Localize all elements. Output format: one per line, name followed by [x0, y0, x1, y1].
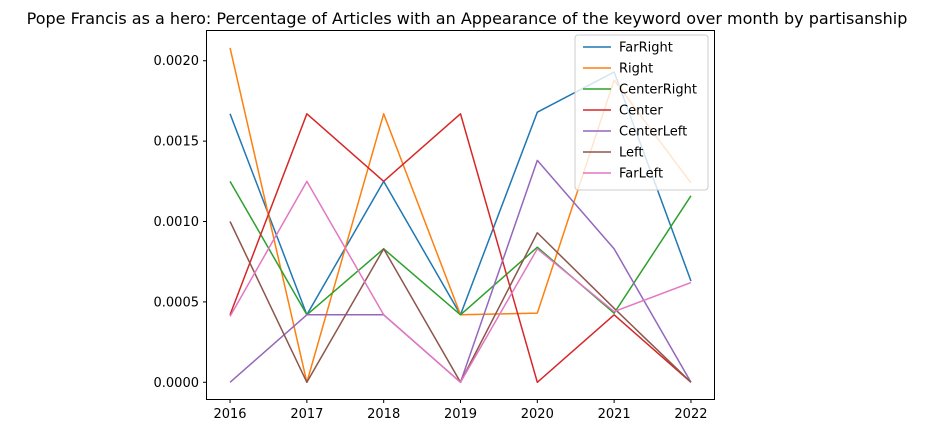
- series-line-farleft: [229, 180, 692, 384]
- legend: FarRight Right CenterRight Center CenterLeft…: [574, 34, 709, 191]
- x-tick-label: 2020: [521, 407, 554, 422]
- x-tick-label: 2021: [598, 407, 631, 422]
- x-tick-label: 2019: [444, 407, 477, 422]
- legend-label-left: Left: [619, 146, 643, 161]
- x-tick-label: 2022: [674, 407, 707, 422]
- y-tick-label: 0.0010: [154, 215, 200, 230]
- legend-label-centerleft: CenterLeft: [619, 125, 687, 140]
- series-line-center: [229, 113, 692, 384]
- plot-lines: [229, 47, 692, 384]
- x-tick-label: 2017: [290, 407, 323, 422]
- legend-label-center: Center: [619, 104, 663, 119]
- legend-label-centerright: CenterRight: [619, 83, 697, 98]
- x-tick-label: 2018: [367, 407, 400, 422]
- y-tick-label: 0.0015: [154, 135, 200, 150]
- x-tick-label: 2016: [213, 407, 246, 422]
- chart-title: Pope Francis as a hero: Percentage of Ar…: [27, 9, 908, 28]
- legend-label-farleft: FarLeft: [619, 167, 663, 182]
- x-axis: 2016 2017 2018 2019 2020 2021 2022: [213, 399, 708, 422]
- y-tick-label: 0.0000: [154, 376, 200, 391]
- y-tick-label: 0.0005: [154, 295, 200, 310]
- y-axis: 0.0000 0.0005 0.0010 0.0015 0.0020: [154, 54, 207, 391]
- legend-label-farright: FarRight: [619, 41, 673, 56]
- y-tick-label: 0.0020: [154, 54, 200, 69]
- legend-label-right: Right: [619, 62, 653, 77]
